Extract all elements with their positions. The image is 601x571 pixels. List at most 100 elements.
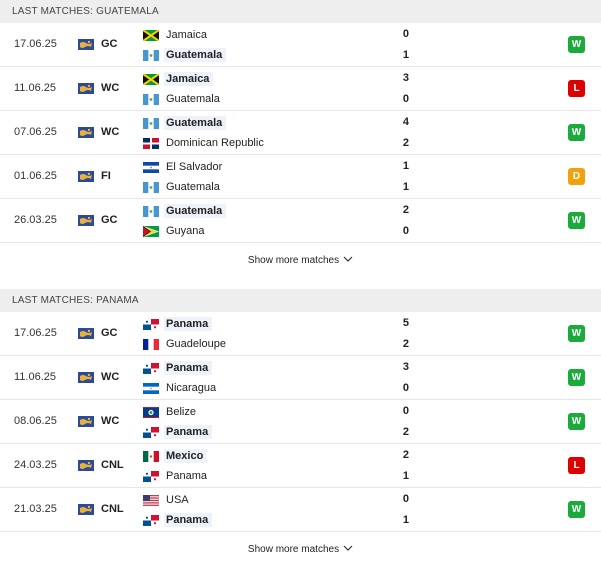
away-team: Guatemala	[143, 90, 223, 108]
match-date: 01.06.25	[14, 170, 57, 182]
home-team: Mexico	[143, 447, 208, 465]
panama-flag-icon	[143, 470, 159, 482]
match-date: 24.03.25	[14, 459, 57, 471]
away-team-name: Panama	[164, 425, 213, 439]
guatemala-flag-icon	[143, 49, 159, 61]
result-badge: L	[568, 80, 585, 97]
home-score: 0	[402, 493, 409, 505]
result-badge: D	[568, 168, 585, 185]
home-team-name: Panama	[164, 361, 213, 375]
nicaragua-flag-icon	[143, 382, 159, 394]
match-row[interactable]: 11.06.25 WC Jamaica Guatemala 3 0 L	[0, 67, 601, 111]
home-team: Jamaica	[142, 26, 210, 44]
competition-code: WC	[101, 126, 120, 138]
home-score: 2	[402, 449, 409, 461]
home-team-name: Jamaica	[164, 72, 214, 86]
section-header: LAST MATCHES: PANAMA	[0, 289, 601, 312]
competition-code: FI	[101, 170, 111, 182]
match-row[interactable]: 11.06.25 WC Panama Nicaragua 3 0 W	[0, 356, 601, 400]
away-team-name: Panama	[164, 513, 213, 527]
dominican-republic-flag-icon	[143, 137, 159, 149]
match-row[interactable]: 17.06.25 GC Panama Guadeloupe 5 2 W	[0, 312, 601, 356]
match-date: 26.03.25	[14, 214, 57, 226]
match-date: 08.06.25	[14, 415, 57, 427]
panama-flag-icon	[143, 318, 159, 330]
jamaica-flag-icon	[142, 28, 160, 42]
home-score: 2	[402, 204, 409, 216]
away-score: 1	[402, 181, 409, 193]
match-date: 11.06.25	[14, 371, 57, 383]
away-team: Nicaragua	[143, 379, 219, 397]
result-badge: W	[568, 124, 585, 141]
guatemala-flag-icon	[143, 117, 159, 129]
away-team: Panama	[143, 467, 210, 485]
match-row[interactable]: 17.06.25 GC Jamaica Guatemala 0 1 W	[0, 23, 601, 67]
guatemala-flag-icon	[143, 93, 159, 105]
away-team-name: Dominican Republic	[166, 137, 264, 149]
section-gap	[0, 279, 601, 289]
competition-code: CNL	[101, 503, 124, 515]
away-team: Guyana	[143, 222, 208, 240]
away-team-name: Nicaragua	[166, 382, 217, 394]
home-score: 1	[402, 160, 409, 172]
match-row[interactable]: 26.03.25 GC Guatemala Guyana 2 0 W	[0, 199, 601, 243]
match-row[interactable]: 07.06.25 WC Guatemala Dominican Republic…	[0, 111, 601, 155]
result-badge: W	[568, 36, 585, 53]
chevron-down-icon	[339, 255, 353, 266]
belize-flag-icon	[143, 406, 159, 418]
competition-code: WC	[101, 415, 120, 427]
world-competition-icon	[78, 83, 94, 94]
world-competition-icon	[78, 416, 94, 427]
home-team-name: El Salvador	[166, 161, 223, 173]
panama-flag-icon	[143, 362, 159, 374]
away-team-name: Guatemala	[166, 181, 220, 193]
home-score: 5	[402, 317, 409, 329]
result-badge: L	[568, 457, 585, 474]
home-team: Panama	[143, 315, 213, 333]
usa-flag-icon	[143, 494, 159, 506]
home-team-name: Guatemala	[164, 204, 227, 218]
home-score: 4	[402, 116, 409, 128]
competition-code: WC	[101, 371, 120, 383]
away-team-name: Guyana	[166, 225, 205, 237]
away-team-name: Panama	[166, 470, 207, 482]
away-score: 1	[402, 514, 409, 526]
home-team: El Salvador	[143, 158, 225, 176]
match-row[interactable]: 24.03.25 CNL Mexico Panama 2 1 L	[0, 444, 601, 488]
world-competition-icon	[78, 460, 94, 471]
away-team-name: Guatemala	[166, 93, 220, 105]
away-team: Panama	[143, 423, 213, 441]
match-date: 17.06.25	[14, 327, 57, 339]
home-team-name: USA	[166, 494, 189, 506]
guyana-flag-icon	[143, 225, 159, 237]
guatemala-flag-icon	[143, 205, 159, 217]
show-more-button[interactable]: Show more matches	[0, 243, 601, 279]
away-score: 2	[402, 338, 409, 350]
home-score: 0	[402, 405, 409, 417]
match-row[interactable]: 01.06.25 FI El Salvador Guatemala 1 1 D	[0, 155, 601, 199]
show-more-button[interactable]: Show more matches	[0, 532, 601, 568]
away-score: 0	[402, 93, 409, 105]
home-team: Guatemala	[143, 114, 227, 132]
away-team: Guatemala	[143, 46, 227, 64]
match-row[interactable]: 21.03.25 CNL USA Panama 0 1 W	[0, 488, 601, 532]
away-score: 2	[402, 426, 409, 438]
world-competition-icon	[78, 39, 94, 50]
match-row[interactable]: 08.06.25 WC Belize Panama 0 2 W	[0, 400, 601, 444]
home-team-name: Belize	[166, 406, 196, 418]
home-team-name: Panama	[164, 317, 213, 331]
guadeloupe-flag-icon	[143, 338, 159, 350]
match-date: 21.03.25	[14, 503, 57, 515]
el-salvador-flag-icon	[143, 161, 159, 173]
away-score: 1	[402, 470, 409, 482]
away-score: 2	[402, 137, 409, 149]
away-score: 1	[402, 49, 409, 61]
home-team-name: Jamaica	[166, 29, 207, 41]
home-team-name: Mexico	[164, 449, 208, 463]
match-date: 07.06.25	[14, 126, 57, 138]
world-competition-icon	[78, 328, 94, 339]
away-score: 0	[402, 225, 409, 237]
competition-code: GC	[101, 214, 118, 226]
world-competition-icon	[78, 127, 94, 138]
